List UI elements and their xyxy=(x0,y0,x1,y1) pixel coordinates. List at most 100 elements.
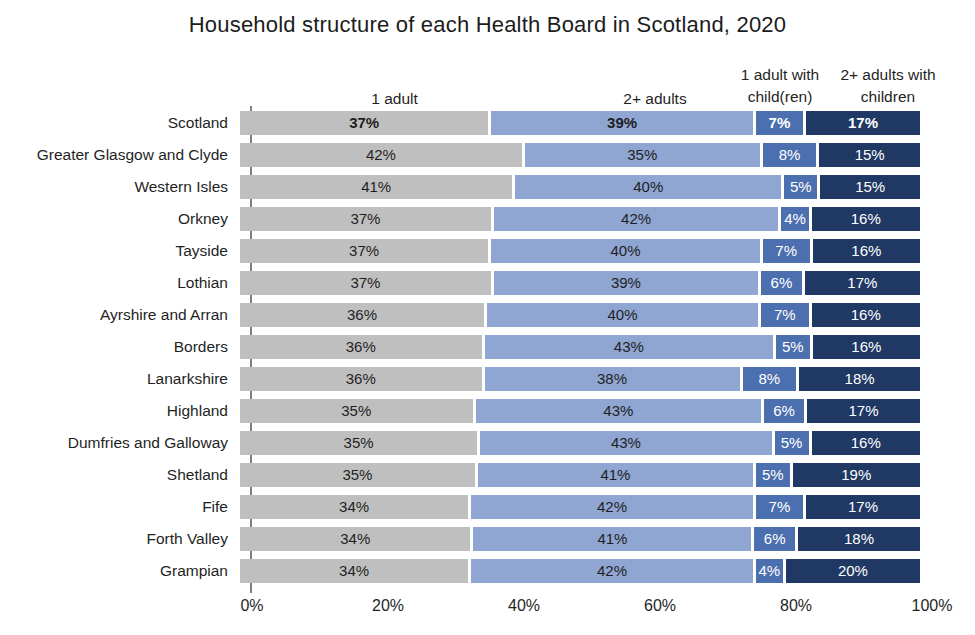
data-label: 42% xyxy=(597,495,627,519)
bar-segment: 16% xyxy=(813,239,920,263)
data-label: 37% xyxy=(350,207,380,231)
stacked-bar: 34% 42% 4%20% xyxy=(240,559,920,583)
data-label: 8% xyxy=(759,367,781,391)
bar-segment: 16% xyxy=(812,303,920,327)
bar-segment: 19% xyxy=(793,463,920,487)
data-label: 37% xyxy=(349,111,379,135)
bar-segment: 5% xyxy=(776,335,810,359)
category-label: Lothian xyxy=(0,274,240,292)
bar-segment: 15% xyxy=(819,143,920,167)
data-label: 42% xyxy=(366,143,396,167)
bar-segment: 39% xyxy=(491,111,753,135)
data-label: 7% xyxy=(775,239,797,263)
data-label: 7% xyxy=(769,495,791,519)
data-label: 4% xyxy=(759,559,781,583)
bar-segment: 5% xyxy=(775,431,809,455)
bar-segment: 7% xyxy=(756,111,803,135)
stacked-bar: 37%42%4%16% xyxy=(240,207,920,231)
bar-segment: 16% xyxy=(813,335,920,359)
stacked-bar: 36%43%5%16% xyxy=(240,335,920,359)
bar-segment: 5% xyxy=(784,175,817,199)
bar-segment: 35% xyxy=(240,431,477,455)
bar-segment: 37% xyxy=(240,239,488,263)
data-label: 16% xyxy=(851,335,881,359)
bar-segment: 35% xyxy=(240,463,475,487)
data-label: 36% xyxy=(346,367,376,391)
data-label: 42% xyxy=(597,559,627,583)
bar-segment: 6% xyxy=(754,527,795,551)
data-label: 4% xyxy=(784,207,806,231)
chart-row: Western Isles 41% 40% 5% 15% xyxy=(0,175,975,199)
data-label: 34% xyxy=(339,559,369,583)
bar-segment: 18% xyxy=(798,527,920,551)
bar-segment: 42% xyxy=(471,559,753,583)
data-label: 17% xyxy=(849,399,879,423)
stacked-bar: 34% 42% 7% 17% xyxy=(240,495,920,519)
data-label: 43% xyxy=(611,431,641,455)
chart-row: Scotland37%39%7%17% xyxy=(0,111,975,135)
category-label: Scotland xyxy=(0,114,240,132)
category-label: Grampian xyxy=(0,562,240,580)
data-label: 40% xyxy=(633,175,663,199)
x-axis: 0%20%40%60%80%100% xyxy=(252,597,932,621)
stacked-bar: 35% 43% 6% 17% xyxy=(240,399,920,423)
chart-row: Dumfries and Galloway35%43%5%16% xyxy=(0,431,975,455)
bar-segment: 35% xyxy=(240,399,473,423)
data-label: 35% xyxy=(341,399,371,423)
bar-segment: 34% xyxy=(240,495,468,519)
category-label: Ayrshire and Arran xyxy=(0,306,240,324)
bar-segment: 41% xyxy=(478,463,753,487)
stacked-bar: 37% 40% 7% 16% xyxy=(240,239,920,263)
stacked-bar: 37%39%7%17% xyxy=(240,111,920,135)
data-label: 34% xyxy=(339,495,369,519)
category-label: Western Isles xyxy=(0,178,240,196)
bar-segment: 17% xyxy=(806,495,920,519)
data-label: 18% xyxy=(844,527,874,551)
data-label: 17% xyxy=(847,271,877,295)
series-header-1-adult-with-children: 1 adult with child(ren) xyxy=(723,64,837,108)
category-label: Highland xyxy=(0,402,240,420)
x-axis-tick-label: 0% xyxy=(240,597,263,615)
bar-segment: 15% xyxy=(820,175,920,199)
bar-segment: 16% xyxy=(812,431,920,455)
chart-row: Shetland35%41%5%19% xyxy=(0,463,975,487)
bar-segment: 41% xyxy=(473,527,751,551)
data-label: 5% xyxy=(762,463,784,487)
bar-segment: 4% xyxy=(781,207,808,231)
data-label: 40% xyxy=(610,239,640,263)
stacked-bar: 41% 40% 5% 15% xyxy=(240,175,920,199)
category-label: Orkney xyxy=(0,210,240,228)
bar-segment: 40% xyxy=(487,303,758,327)
bar-segment: 20% xyxy=(786,559,920,583)
data-label: 39% xyxy=(607,111,637,135)
bar-segment: 36% xyxy=(240,335,482,359)
bar-segment: 6% xyxy=(761,271,802,295)
bar-segment: 7% xyxy=(761,303,808,327)
x-axis-tick-label: 100% xyxy=(912,597,953,615)
bar-segment: 17% xyxy=(807,399,920,423)
stacked-bar: 36%38%8%18% xyxy=(240,367,920,391)
data-label: 36% xyxy=(347,303,377,327)
chart-row: Highland 35% 43% 6% 17% xyxy=(0,399,975,423)
bar-segment: 40% xyxy=(491,239,759,263)
data-label: 15% xyxy=(855,175,885,199)
data-label: 36% xyxy=(346,335,376,359)
data-label: 6% xyxy=(773,399,795,423)
stacked-bar: 42% 35%8% 15% xyxy=(240,143,920,167)
data-label: 39% xyxy=(611,271,641,295)
bar-segment: 34% xyxy=(240,527,470,551)
series-header-1-adult: 1 adult xyxy=(252,88,537,110)
bar-segment: 40% xyxy=(515,175,781,199)
data-label: 41% xyxy=(361,175,391,199)
x-axis-tick-label: 20% xyxy=(372,597,404,615)
data-label: 43% xyxy=(603,399,633,423)
stacked-bar: 34%41%6% 18% xyxy=(240,527,920,551)
chart-rows: Scotland37%39%7%17%Greater Glasgow and C… xyxy=(0,111,975,591)
bar-segment: 8% xyxy=(763,143,817,167)
stacked-bar: 35%41% 5% 19% xyxy=(240,463,920,487)
chart-row: Borders36%43%5%16% xyxy=(0,335,975,359)
bar-segment: 35% xyxy=(525,143,760,167)
bar-segment: 43% xyxy=(480,431,771,455)
data-label: 15% xyxy=(855,143,885,167)
category-label: Fife xyxy=(0,498,240,516)
